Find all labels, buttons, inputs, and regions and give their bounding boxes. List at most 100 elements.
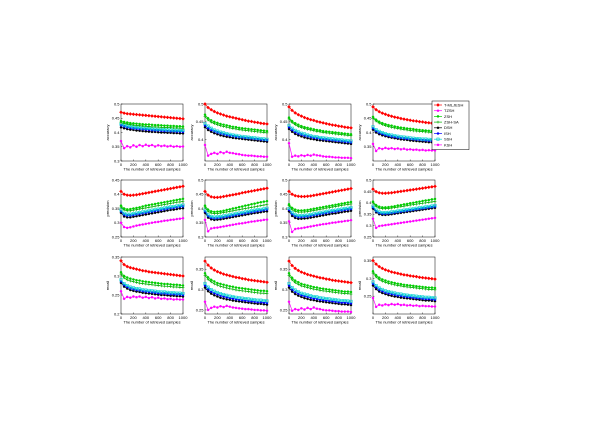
data-point [258,187,263,192]
data-point [141,288,145,292]
data-point [255,279,260,283]
data-point [247,203,250,207]
data-point [243,297,247,301]
data-point [218,195,223,199]
data-point [396,204,400,207]
data-point [231,299,235,302]
x-tick-label: 400 [226,315,233,320]
legend-swatch-marker [436,103,440,107]
data-point [178,273,182,278]
data-point [414,206,418,210]
data-point [228,151,232,155]
data-point [137,268,142,272]
data-point [178,298,182,301]
x-tick-label: 800 [251,315,258,320]
data-point [244,204,247,207]
data-point [309,285,312,288]
data-point [415,304,418,307]
data-point [169,297,172,301]
data-point [163,219,166,223]
data-point [334,131,337,134]
x-tick-label: 1000 [431,238,441,243]
data-point [430,276,434,281]
data-point [234,208,238,212]
data-point [169,218,172,222]
data-point [250,288,253,291]
data-point [135,288,138,292]
data-point [371,187,375,192]
data-point [405,148,409,151]
data-point [166,297,169,301]
data-point [331,130,334,134]
data-point [349,156,353,160]
data-point [153,208,157,212]
data-point [252,188,257,193]
data-point [212,215,216,219]
data-point [206,154,210,157]
data-point [287,116,291,119]
data-point [402,303,406,306]
data-point [250,220,253,223]
data-point [215,215,219,219]
data-point [147,113,151,118]
data-point [228,132,232,136]
data-point [386,210,390,214]
data-point [315,154,319,157]
data-point [321,210,325,214]
data-point [237,307,241,310]
series-ksh [371,296,437,309]
data-point [377,146,381,150]
data-point [209,152,213,156]
data-point [203,281,207,285]
data-point [175,283,179,286]
data-point [222,305,225,309]
data-point [377,120,381,123]
data-point [153,114,157,119]
legend-entry-ish: ISH [434,131,451,136]
data-point [160,292,163,295]
data-point [340,202,343,205]
data-point [240,289,244,293]
data-point [424,149,427,152]
data-point [346,201,350,204]
data-point [371,104,375,109]
data-point [181,216,185,220]
data-point [165,115,170,120]
data-point [312,285,316,289]
data-point [181,203,185,207]
data-point [166,202,169,206]
data-point [160,220,163,223]
subplot-r3-c2: 0 200 400 600 800 1000 0.25 0.3 0.35 The number o… [189,256,272,325]
x-tick-label: 200 [382,238,389,243]
y-tick-label: 0.45 [112,116,121,121]
data-point [150,221,154,224]
data-point [405,283,409,287]
data-point [147,282,151,286]
data-point [144,290,148,293]
data-point [175,124,179,128]
data-point [417,119,422,124]
data-point [169,201,172,205]
legend-entry-ssh: SSH [434,137,452,142]
data-point [222,123,225,126]
data-point [337,220,340,224]
data-point [221,194,226,199]
data-point [246,119,251,123]
data-point [150,270,154,275]
data-point [206,213,210,217]
data-point [299,131,303,135]
data-point [119,289,123,293]
data-point [162,271,167,276]
data-point [137,112,142,117]
data-point [147,205,151,209]
data-point [237,134,241,138]
data-point [237,222,241,225]
data-point [402,221,406,224]
data-point [309,212,313,216]
data-point [430,286,434,289]
series-dsh [287,209,353,221]
data-point [399,292,403,296]
data-point [240,117,245,122]
data-point [377,205,381,208]
x-tick-label: 200 [130,162,137,167]
